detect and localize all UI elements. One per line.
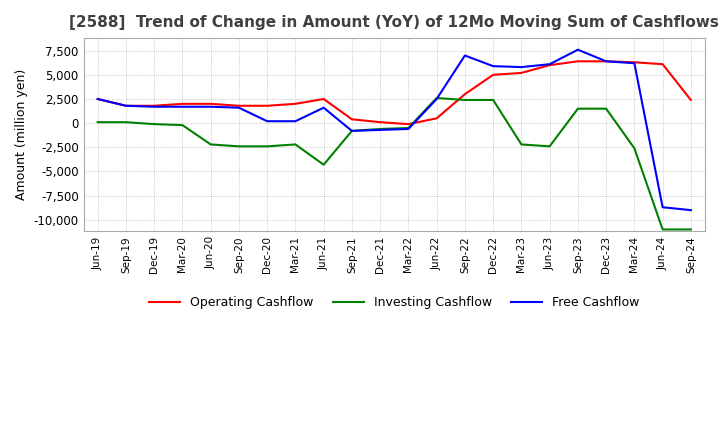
Free Cashflow	[207, 104, 215, 110]
Operating Cashflow	[94, 96, 102, 102]
Investing Cashflow	[630, 146, 639, 151]
Operating Cashflow	[517, 70, 526, 76]
Investing Cashflow	[150, 121, 158, 127]
Free Cashflow	[94, 96, 102, 102]
Operating Cashflow	[630, 60, 639, 65]
Investing Cashflow	[432, 95, 441, 101]
Legend: Operating Cashflow, Investing Cashflow, Free Cashflow: Operating Cashflow, Investing Cashflow, …	[144, 291, 644, 314]
Free Cashflow	[320, 105, 328, 110]
Investing Cashflow	[94, 120, 102, 125]
Free Cashflow	[630, 61, 639, 66]
Free Cashflow	[150, 104, 158, 110]
Investing Cashflow	[687, 227, 696, 232]
Line: Investing Cashflow: Investing Cashflow	[98, 98, 691, 230]
Investing Cashflow	[178, 122, 186, 128]
Operating Cashflow	[574, 59, 582, 64]
Free Cashflow	[291, 119, 300, 124]
Free Cashflow	[376, 127, 384, 132]
Operating Cashflow	[432, 116, 441, 121]
Title: [2588]  Trend of Change in Amount (YoY) of 12Mo Moving Sum of Cashflows: [2588] Trend of Change in Amount (YoY) o…	[69, 15, 719, 30]
Line: Free Cashflow: Free Cashflow	[98, 50, 691, 210]
Operating Cashflow	[658, 62, 667, 67]
Operating Cashflow	[376, 120, 384, 125]
Operating Cashflow	[320, 96, 328, 102]
Free Cashflow	[545, 62, 554, 67]
Investing Cashflow	[489, 97, 498, 103]
Operating Cashflow	[687, 97, 696, 103]
Investing Cashflow	[235, 144, 243, 149]
Operating Cashflow	[348, 117, 356, 122]
Operating Cashflow	[404, 121, 413, 127]
Investing Cashflow	[517, 142, 526, 147]
Operating Cashflow	[263, 103, 271, 108]
Operating Cashflow	[545, 62, 554, 68]
Investing Cashflow	[122, 120, 130, 125]
Free Cashflow	[602, 59, 611, 64]
Investing Cashflow	[658, 227, 667, 232]
Investing Cashflow	[376, 126, 384, 132]
Free Cashflow	[461, 53, 469, 58]
Free Cashflow	[235, 105, 243, 110]
Operating Cashflow	[150, 103, 158, 108]
Free Cashflow	[687, 208, 696, 213]
Investing Cashflow	[348, 128, 356, 133]
Investing Cashflow	[291, 142, 300, 147]
Free Cashflow	[404, 126, 413, 132]
Line: Operating Cashflow: Operating Cashflow	[98, 61, 691, 124]
Y-axis label: Amount (million yen): Amount (million yen)	[15, 69, 28, 200]
Free Cashflow	[574, 47, 582, 52]
Investing Cashflow	[320, 162, 328, 167]
Operating Cashflow	[461, 92, 469, 97]
Operating Cashflow	[602, 59, 611, 64]
Operating Cashflow	[291, 101, 300, 106]
Free Cashflow	[178, 104, 186, 110]
Free Cashflow	[432, 96, 441, 102]
Investing Cashflow	[404, 125, 413, 131]
Free Cashflow	[489, 63, 498, 69]
Free Cashflow	[517, 65, 526, 70]
Investing Cashflow	[574, 106, 582, 111]
Operating Cashflow	[489, 72, 498, 77]
Operating Cashflow	[122, 103, 130, 108]
Operating Cashflow	[235, 103, 243, 108]
Free Cashflow	[658, 205, 667, 210]
Investing Cashflow	[263, 144, 271, 149]
Investing Cashflow	[461, 97, 469, 103]
Free Cashflow	[348, 128, 356, 133]
Free Cashflow	[263, 119, 271, 124]
Investing Cashflow	[545, 144, 554, 149]
Investing Cashflow	[602, 106, 611, 111]
Operating Cashflow	[207, 101, 215, 106]
Operating Cashflow	[178, 101, 186, 106]
Free Cashflow	[122, 103, 130, 108]
Investing Cashflow	[207, 142, 215, 147]
